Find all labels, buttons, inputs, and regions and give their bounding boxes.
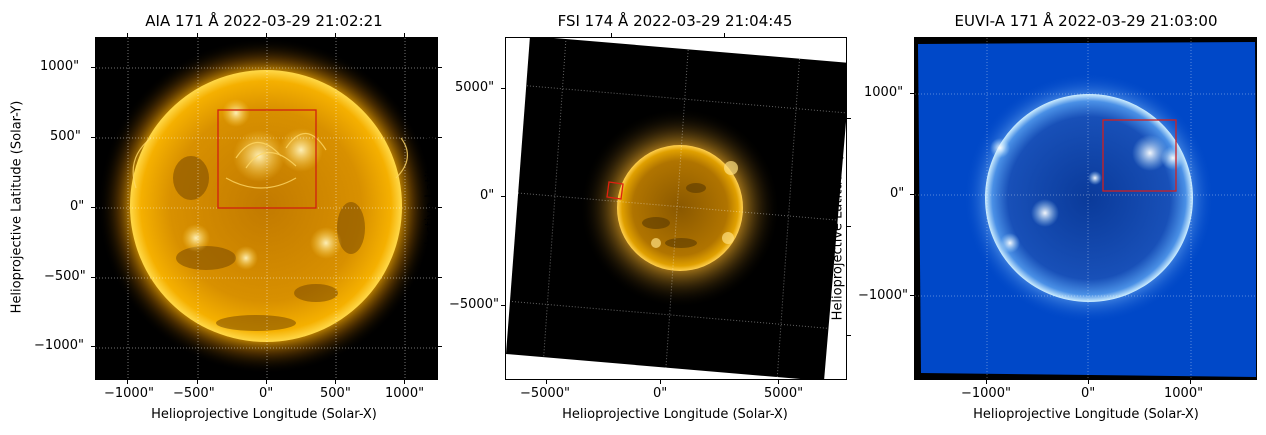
y-tick-label: 0" xyxy=(890,186,905,201)
y-tick-label: 1000" xyxy=(40,59,80,74)
euvi-sun-image xyxy=(915,38,1256,379)
x-axis-label: Helioprojective Longitude (Solar-X) xyxy=(973,407,1199,422)
fsi-region-box xyxy=(606,181,624,200)
y-tick-label: 5000" xyxy=(455,80,495,95)
x-tick-label: −1000" xyxy=(961,386,1011,401)
y-tick-label: 0" xyxy=(480,188,495,203)
y-axis-label: Helioprojective Latitude (Solar-Y) xyxy=(830,107,846,321)
y-tick-label: 1000" xyxy=(864,85,904,100)
plot-title: AIA 171 Å 2022-03-29 21:02:21 xyxy=(145,12,383,30)
x-tick-label: −5000" xyxy=(520,386,570,401)
x-tick-label: 1000" xyxy=(385,386,425,401)
plot-title: FSI 174 Å 2022-03-29 21:04:45 xyxy=(557,12,793,30)
euvi-image-axes[interactable] xyxy=(914,37,1257,380)
x-axis-label: Helioprojective Longitude (Solar-X) xyxy=(151,407,377,422)
fsi-image-axes[interactable] xyxy=(505,37,847,380)
y-tick-label: 500" xyxy=(50,129,81,144)
x-tick-label: 1000" xyxy=(1164,386,1204,401)
fsi-sun-image xyxy=(506,38,846,379)
x-tick-label: 0" xyxy=(259,386,274,401)
x-tick-label: −1000" xyxy=(104,386,154,401)
aia-image-axes[interactable] xyxy=(95,37,438,380)
x-tick-label: 500" xyxy=(320,386,351,401)
plot-title: EUVI-A 171 Å 2022-03-29 21:03:00 xyxy=(954,12,1218,30)
x-tick-label: −500" xyxy=(173,386,215,401)
x-axis-label: Helioprojective Longitude (Solar-X) xyxy=(562,407,788,422)
aia-region-box xyxy=(217,109,317,209)
y-tick-label: −500" xyxy=(44,269,86,284)
x-tick-label: 0" xyxy=(653,386,668,401)
x-tick-label: 5000" xyxy=(764,386,804,401)
euvi-region-box xyxy=(1102,119,1177,192)
y-tick-label: 0" xyxy=(70,199,85,214)
y-tick-label: −1000" xyxy=(34,338,84,353)
aia-sun-image xyxy=(96,38,437,379)
y-tick-label: −5000" xyxy=(449,297,499,312)
y-axis-label: Helioprojective Latitude (Solar-Y) xyxy=(9,100,25,314)
x-tick-label: 0" xyxy=(1081,386,1096,401)
fsi-overlap-label: Helioprojective Latitude (Solar-Y) xyxy=(423,86,439,300)
y-tick-label: −1000" xyxy=(858,288,908,303)
